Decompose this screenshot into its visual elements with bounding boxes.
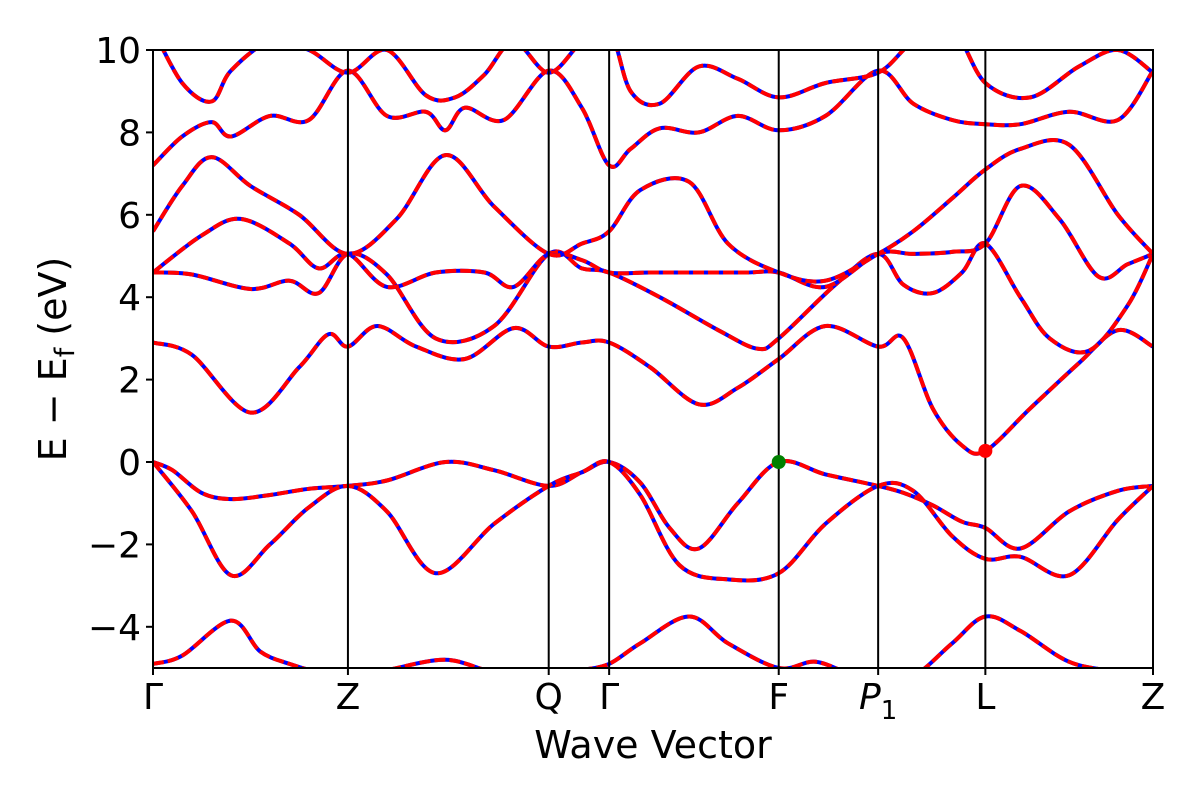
y-tick-label: 2 — [118, 361, 141, 402]
x-tick-label: Γ — [143, 677, 163, 718]
x-tick-label: Γ — [599, 677, 619, 718]
y-tick-label: 10 — [95, 31, 141, 72]
x-tick-label: Q — [535, 677, 563, 718]
y-tick-label: −4 — [88, 608, 141, 649]
y-axis-label: E − Ef (eV) — [31, 257, 81, 462]
x-axis-label: Wave Vector — [534, 723, 772, 767]
x-tick-label: Z — [336, 677, 361, 718]
plot-frame — [152, 49, 1154, 669]
x-tick-label: Z — [1141, 677, 1166, 718]
x-tick-label: P1 — [859, 677, 897, 726]
band-line-2-overlay — [153, 458, 1153, 552]
y-tick-label: 0 — [118, 443, 141, 484]
vbm-marker — [771, 455, 786, 469]
band-line-4-overlay — [153, 323, 1153, 456]
y-tick-label: 8 — [118, 113, 141, 154]
y-tick-label: −2 — [88, 525, 141, 566]
x-tick-label: F — [768, 677, 789, 718]
x-tick-label: L — [975, 677, 995, 718]
y-tick-label: 6 — [118, 196, 141, 237]
band-line-6-overlay — [153, 183, 1153, 290]
band-line-1-overlay — [153, 614, 1106, 668]
band-line-5 — [153, 241, 1153, 355]
band-line-8-overlay — [153, 68, 1153, 169]
y-tick-label: 4 — [118, 278, 141, 319]
cbm-marker — [978, 443, 993, 458]
